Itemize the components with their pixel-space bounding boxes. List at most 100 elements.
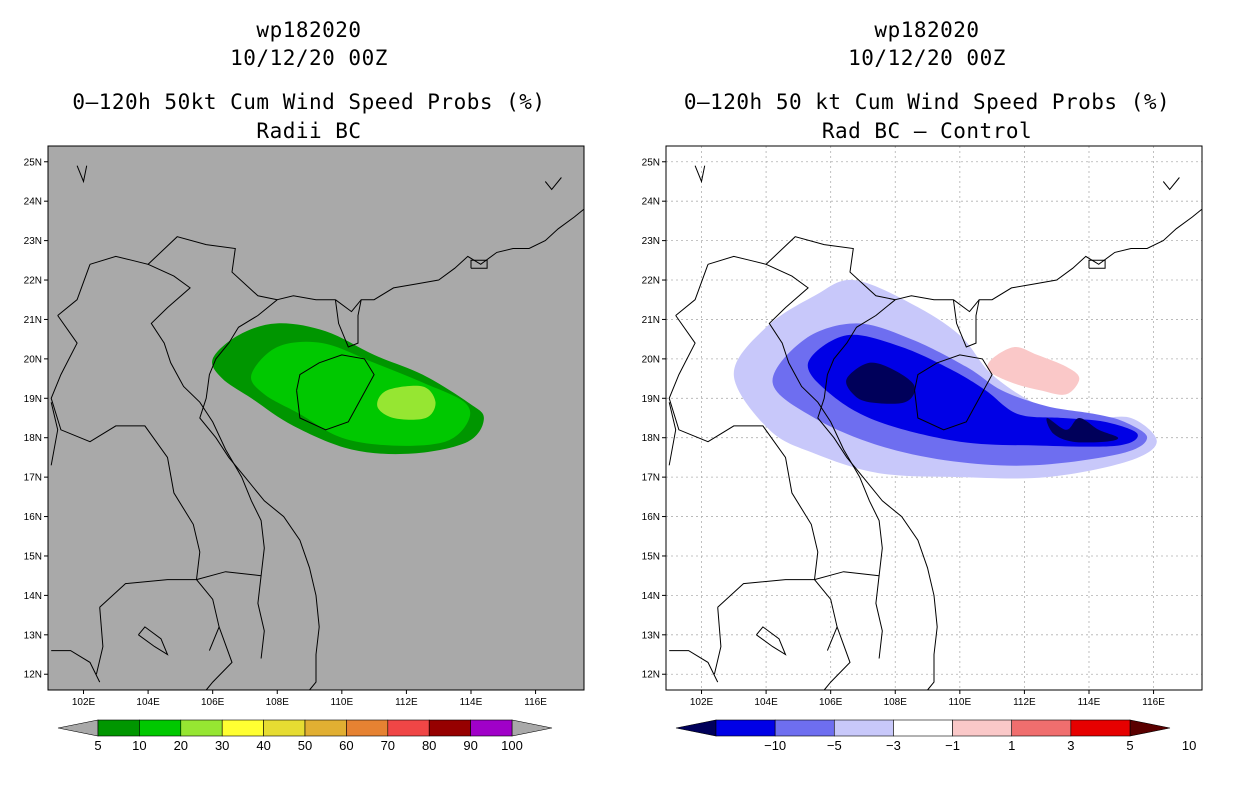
- lat-tick-label: 14N: [642, 591, 660, 602]
- colorbar-segment: [387, 719, 430, 737]
- lon-tick-label: 114E: [460, 697, 483, 708]
- left-product-title: 0–120h 50kt Cum Wind Speed Probs (%): [72, 90, 546, 114]
- lat-tick-label: 12N: [24, 670, 42, 681]
- lon-tick-label: 112E: [1013, 697, 1036, 708]
- colorbar-label: 5: [1126, 738, 1133, 753]
- colorbar-left-arrow: [675, 719, 717, 737]
- lon-tick-label: 102E: [690, 697, 714, 708]
- right-storm-id: wp182020: [874, 18, 980, 42]
- coastline: [713, 607, 722, 675]
- colorbar-segment: [97, 719, 140, 737]
- colorbar-segment: [346, 719, 389, 737]
- lon-tick-label: 116E: [1142, 697, 1165, 708]
- coastline: [50, 402, 59, 466]
- lon-tick-label: 110E: [331, 697, 354, 708]
- colorbar-segment: [774, 719, 835, 737]
- coastline: [756, 626, 787, 656]
- lon-tick-label: 108E: [266, 697, 290, 708]
- map-frame: [47, 145, 585, 691]
- coastline: [668, 315, 838, 651]
- coastline: [296, 354, 375, 431]
- colorbar-segment: [715, 719, 776, 737]
- coastline: [335, 208, 585, 313]
- colorbar-segment: [304, 719, 347, 737]
- coastline: [95, 607, 104, 675]
- colorbar-label: 10: [132, 738, 146, 753]
- colorbar-segment: [221, 719, 264, 737]
- coastline: [51, 650, 101, 683]
- lat-tick-label: 22N: [642, 276, 660, 287]
- left-storm-id: wp182020: [256, 18, 362, 42]
- coastline: [694, 165, 706, 184]
- lat-tick-label: 13N: [24, 630, 42, 641]
- lat-tick-label: 20N: [24, 354, 42, 365]
- right-panel: wp182020 10/12/20 00Z 0–120h 50 kt Cum W…: [618, 0, 1236, 800]
- lon-tick-label: 104E: [136, 697, 160, 708]
- left-map: 25N 24N 23N 22N 21N 20N 19N 18N 17N 16N 15N 14N 13N 1…: [24, 145, 585, 753]
- colorbar-label: 1: [1008, 738, 1015, 753]
- coastline: [675, 264, 709, 316]
- colorbar-segment: [470, 719, 513, 737]
- left-panel: wp182020 10/12/20 00Z 0–120h 50kt Cum Wi…: [24, 18, 585, 753]
- lat-tick-label: 16N: [642, 512, 660, 523]
- lat-tick-label: 13N: [642, 630, 660, 641]
- colorbar-right-arrow: [1129, 719, 1171, 737]
- coastline: [952, 299, 980, 348]
- lat-tick-label: 23N: [24, 236, 42, 247]
- coastline: [823, 626, 851, 691]
- coastline: [199, 295, 336, 691]
- coastline: [707, 236, 896, 301]
- lat-tick-label: 21N: [24, 315, 42, 326]
- lon-tick-label: 104E: [754, 697, 778, 708]
- difference-region: [1046, 417, 1119, 443]
- lat-tick-label: 15N: [24, 551, 42, 562]
- difference-region: [987, 346, 1080, 395]
- lon-tick-label: 112E: [395, 697, 418, 708]
- lon-tick-label: 102E: [72, 697, 96, 708]
- lat-tick-label: 23N: [642, 236, 660, 247]
- colorbar-label: −1: [945, 738, 960, 753]
- probability-region-10-20: [251, 341, 471, 446]
- lat-tick-label: 18N: [24, 433, 42, 444]
- lat-tick-label: 25N: [24, 157, 42, 168]
- lat-tick-label: 20N: [642, 354, 660, 365]
- lat-tick-label: 21N: [642, 315, 660, 326]
- lat-tick-label: 24N: [24, 197, 42, 208]
- right-map: 25N 24N 23N 22N 21N 20N 19N 18N 17N 16N 15N 14N 13N 1…: [642, 145, 1203, 753]
- coastline: [205, 626, 233, 691]
- map-frame: [665, 145, 1203, 691]
- lat-tick-label: 19N: [24, 394, 42, 405]
- lon-tick-label: 114E: [1078, 697, 1101, 708]
- difference-region: [846, 362, 915, 404]
- lat-tick-label: 18N: [642, 433, 660, 444]
- colorbar-segment: [952, 719, 1013, 737]
- colorbar-segment: [893, 719, 953, 737]
- coastline: [1088, 259, 1106, 269]
- colorbar-segment: [428, 719, 471, 737]
- lon-tick-label: 108E: [884, 697, 908, 708]
- coastline: [1162, 177, 1180, 191]
- coastline: [470, 259, 488, 269]
- lon-tick-label: 106E: [201, 697, 225, 708]
- difference-region: [807, 334, 1138, 447]
- coastline: [57, 264, 91, 316]
- colorbar-right-arrow: [511, 719, 553, 737]
- coastline: [914, 354, 993, 431]
- colorbar-segment: [263, 719, 306, 737]
- coastline: [89, 236, 278, 301]
- colorbar-label: 5: [94, 738, 101, 753]
- right-product-title: 0–120h 50 kt Cum Wind Speed Probs (%): [683, 90, 1171, 114]
- colorbar-label: −10: [764, 738, 786, 753]
- coastline: [669, 650, 719, 683]
- colorbar-label: 3: [1067, 738, 1074, 753]
- colorbar-label: −3: [886, 738, 901, 753]
- colorbar-label: 100: [501, 738, 523, 753]
- coastline: [668, 402, 677, 466]
- colorbar-label: 80: [422, 738, 436, 753]
- lat-tick-label: 16N: [24, 512, 42, 523]
- colorbar-segment: [833, 719, 894, 737]
- lat-tick-label: 22N: [24, 276, 42, 287]
- colorbar-label: −5: [827, 738, 842, 753]
- coastline: [544, 177, 562, 191]
- left-subtitle: Radii BC: [256, 119, 362, 143]
